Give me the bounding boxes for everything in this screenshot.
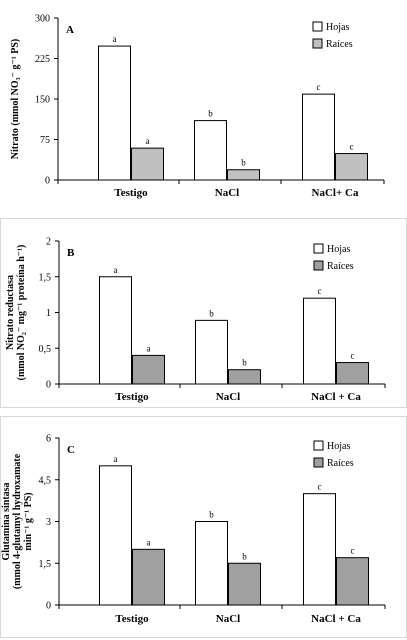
category-label: NaCl	[216, 613, 240, 625]
category-label: NaCl+ Ca	[312, 187, 359, 199]
bar-hojas-2	[303, 297, 336, 385]
significance-letter: c	[351, 351, 355, 361]
legend-label: Hojas	[327, 441, 350, 452]
category-label: NaCl + Ca	[311, 391, 361, 403]
y-tick-label: 6	[46, 434, 51, 445]
y-axis-label: Nitrato reductasa	[5, 275, 16, 350]
legend-swatch	[313, 243, 324, 254]
significance-letter: a	[114, 265, 118, 275]
legend-label: Raíces	[327, 458, 354, 469]
bar-races-2	[335, 153, 368, 181]
bar-races-1	[228, 369, 261, 385]
bar-races-1	[228, 562, 261, 606]
significance-letter: b	[209, 308, 214, 318]
legend-label: Raíces	[326, 39, 353, 50]
significance-letter: c	[317, 82, 321, 92]
bar-races-0	[131, 147, 164, 181]
y-tick-label: 0	[46, 601, 51, 612]
significance-letter: a	[147, 343, 151, 353]
significance-letter: b	[209, 510, 214, 520]
y-tick-label: 1	[46, 308, 51, 319]
bar-races-0	[132, 354, 165, 385]
bar-hojas-1	[194, 120, 227, 181]
panel-letter: A	[66, 24, 74, 36]
legend-swatch	[312, 21, 323, 32]
chart-c-svg: 0 1,5 3 4,5 6 a a Testigo b b NaCl c c NaCl + Ca C Hoja…	[1, 434, 386, 625]
significance-letter: b	[241, 158, 246, 168]
category-label: Testigo	[115, 391, 149, 403]
significance-letter: a	[146, 136, 150, 146]
y-axis-label: Nitrato (mmol NO₃⁻ g⁻¹ PS)	[10, 39, 21, 159]
panel-letter: B	[67, 247, 75, 259]
y-tick-label: 75	[40, 135, 50, 146]
chart-a-svg: 0 75 150 225 300 a a Testigo b b NaCl c c NaCl+ Ca A Ho…	[10, 14, 385, 199]
bar-races-2	[336, 362, 369, 385]
bar-hojas-2	[302, 93, 335, 181]
y-axis-label: min⁻¹ g⁻¹ PS)	[23, 492, 34, 550]
category-label: Testigo	[114, 187, 148, 199]
y-tick-label: 0	[45, 176, 50, 187]
bar-hojas-1	[195, 521, 228, 606]
significance-letter: b	[242, 358, 247, 368]
category-label: NaCl	[216, 391, 240, 403]
y-tick-label: 1,5	[39, 559, 52, 570]
y-axis-label: (mmol 4-glutamyl hydroxamate	[12, 453, 23, 589]
bar-hojas-1	[195, 319, 228, 385]
category-label: NaCl + Ca	[311, 613, 361, 625]
legend-swatch	[313, 260, 324, 271]
y-tick-label: 300	[35, 14, 50, 25]
bar-races-2	[336, 557, 369, 606]
significance-letter: b	[242, 551, 247, 561]
legend-swatch	[312, 38, 323, 49]
category-label: NaCl	[215, 187, 239, 199]
y-tick-label: 0	[46, 380, 51, 391]
legend-swatch	[313, 440, 324, 451]
significance-letter: a	[114, 454, 118, 464]
significance-letter: c	[318, 286, 322, 296]
panel-letter: C	[67, 444, 75, 456]
significance-letter: b	[208, 109, 213, 119]
y-axis-label: Glutamina sintasa	[1, 482, 12, 560]
significance-letter: c	[350, 142, 354, 152]
y-tick-label: 225	[35, 54, 50, 65]
significance-letter: a	[147, 537, 151, 547]
legend-label: Hojas	[326, 22, 349, 33]
y-axis-label: (mmol NO₂⁻ mg⁻¹ proteína h⁻¹)	[16, 245, 27, 381]
bar-hojas-2	[303, 493, 336, 606]
significance-letter: a	[113, 34, 117, 44]
chart-panel-b: 0 0,5 1 1,5 2 a a Testigo b b NaCl c c NaCl + Ca B Hoja…	[0, 218, 407, 408]
bar-hojas-0	[98, 45, 131, 181]
y-tick-label: 150	[35, 95, 50, 106]
legend-label: Hojas	[327, 244, 350, 255]
y-tick-label: 4,5	[39, 475, 52, 486]
chart-panel-a: 0 75 150 225 300 a a Testigo b b NaCl c c NaCl+ Ca A Ho…	[0, 0, 407, 208]
y-tick-label: 3	[46, 517, 51, 528]
y-tick-label: 1,5	[39, 272, 52, 283]
y-tick-label: 0,5	[39, 344, 52, 355]
chart-b-svg: 0 0,5 1 1,5 2 a a Testigo b b NaCl c c NaCl + Ca B Hoja…	[5, 237, 386, 403]
legend-label: Raíces	[327, 261, 354, 272]
legend-swatch	[313, 457, 324, 468]
bar-races-1	[227, 169, 260, 181]
bar-races-0	[132, 548, 165, 606]
category-label: Testigo	[115, 613, 149, 625]
chart-panel-c: 0 1,5 3 4,5 6 a a Testigo b b NaCl c c NaCl + Ca C Hoja…	[0, 416, 407, 638]
significance-letter: c	[351, 546, 355, 556]
bar-hojas-0	[99, 276, 132, 385]
significance-letter: c	[318, 482, 322, 492]
bar-hojas-0	[99, 465, 132, 606]
y-tick-label: 2	[46, 237, 51, 248]
